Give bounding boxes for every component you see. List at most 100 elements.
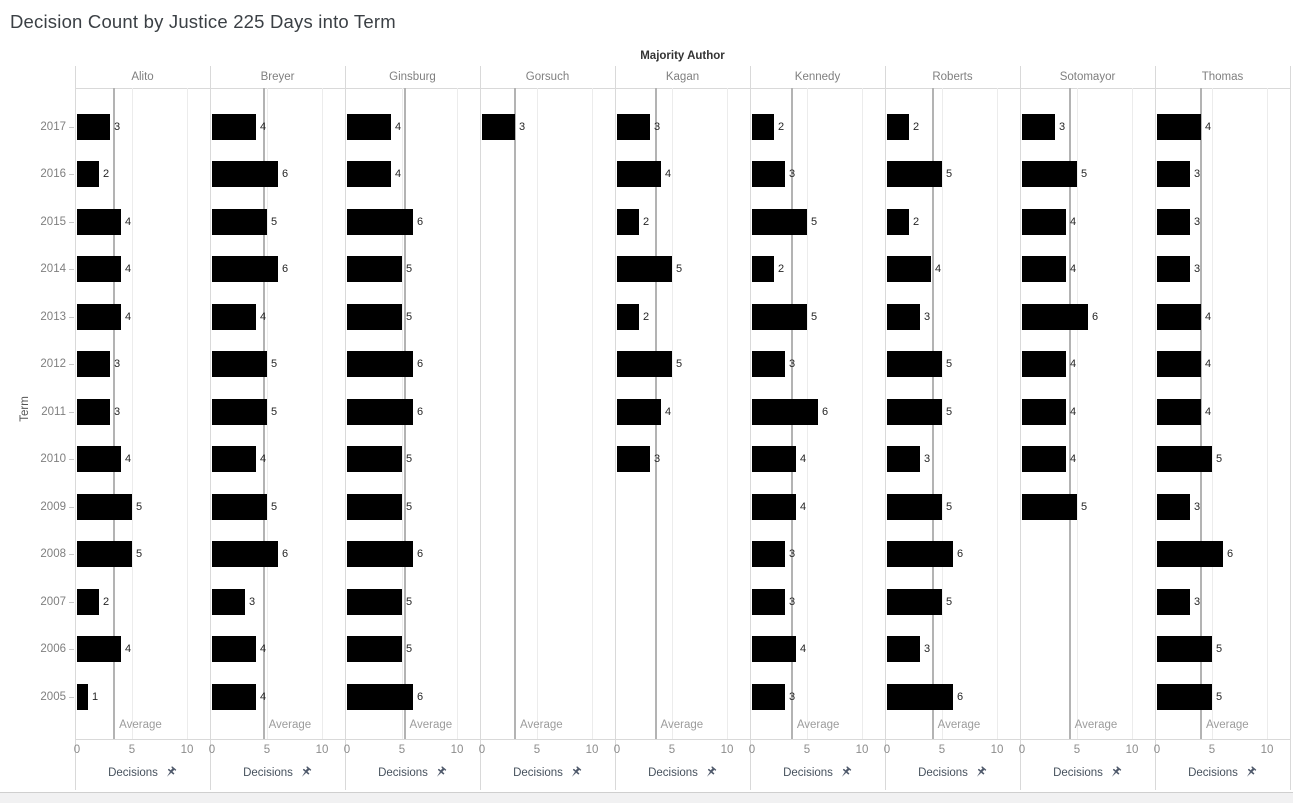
bar-mark[interactable] <box>752 588 785 615</box>
bar-mark[interactable] <box>752 303 807 330</box>
bar-mark[interactable] <box>347 588 402 615</box>
bar-mark[interactable] <box>347 398 413 425</box>
bar-mark[interactable] <box>617 256 672 282</box>
bar-mark[interactable] <box>1157 588 1190 615</box>
bar-mark[interactable] <box>77 208 121 235</box>
bar-mark[interactable] <box>212 446 256 472</box>
facet-header-ginsburg[interactable]: Ginsburg <box>389 71 436 83</box>
term-axis-label[interactable]: 2015 <box>40 215 66 228</box>
facet-header-kagan[interactable]: Kagan <box>665 71 700 83</box>
facet-header-roberts[interactable]: Roberts <box>932 71 973 83</box>
facet-header-gorsuch[interactable]: Gorsuch <box>525 71 570 83</box>
facet-header-sotomayor[interactable]: Sotomayor <box>1059 71 1116 83</box>
bar-mark[interactable] <box>887 683 953 710</box>
bar-mark[interactable] <box>212 351 267 377</box>
bar-mark[interactable] <box>347 161 391 187</box>
bar-mark[interactable] <box>617 208 639 235</box>
bar-mark[interactable] <box>212 636 256 662</box>
bar-mark[interactable] <box>887 113 909 140</box>
bar-mark[interactable] <box>212 113 256 140</box>
bar-mark[interactable] <box>887 256 931 282</box>
bar-mark[interactable] <box>752 493 796 520</box>
bar-mark[interactable] <box>1157 541 1223 567</box>
pushpin-icon[interactable] <box>1108 766 1122 780</box>
bar-mark[interactable] <box>77 446 121 472</box>
bar-mark[interactable] <box>1022 161 1077 187</box>
bar-mark[interactable] <box>1157 398 1201 425</box>
bar-mark[interactable] <box>77 541 132 567</box>
term-axis-label[interactable]: 2011 <box>41 405 66 418</box>
bar-mark[interactable] <box>212 208 267 235</box>
bar-mark[interactable] <box>752 683 785 710</box>
bar-mark[interactable] <box>887 446 920 472</box>
bar-mark[interactable] <box>752 398 818 425</box>
bar-mark[interactable] <box>77 161 99 187</box>
bar-mark[interactable] <box>1022 256 1066 282</box>
bar-mark[interactable] <box>347 351 413 377</box>
pushpin-icon[interactable] <box>1243 766 1257 780</box>
bar-mark[interactable] <box>482 113 515 140</box>
bar-mark[interactable] <box>1157 446 1212 472</box>
term-axis-label[interactable]: 2013 <box>40 310 66 323</box>
term-axis-label[interactable]: 2007 <box>40 595 66 608</box>
bar-mark[interactable] <box>347 636 402 662</box>
bar-mark[interactable] <box>617 303 639 330</box>
bar-mark[interactable] <box>1157 256 1190 282</box>
bar-mark[interactable] <box>212 588 245 615</box>
bar-mark[interactable] <box>1022 398 1066 425</box>
term-axis-label[interactable]: 2009 <box>40 500 66 513</box>
bar-mark[interactable] <box>1157 636 1212 662</box>
bar-mark[interactable] <box>752 256 774 282</box>
bar-mark[interactable] <box>347 446 402 472</box>
bar-mark[interactable] <box>77 683 88 710</box>
bar-mark[interactable] <box>752 541 785 567</box>
bar-mark[interactable] <box>617 398 661 425</box>
term-axis-label[interactable]: 2012 <box>40 358 66 370</box>
bar-mark[interactable] <box>212 161 278 187</box>
bar-mark[interactable] <box>77 588 99 615</box>
bar-mark[interactable] <box>887 161 942 187</box>
bar-mark[interactable] <box>887 636 920 662</box>
horizontal-scrollbar[interactable] <box>0 792 1293 803</box>
bar-mark[interactable] <box>887 588 942 615</box>
bar-mark[interactable] <box>212 256 278 282</box>
bar-mark[interactable] <box>77 256 121 282</box>
bar-mark[interactable] <box>1157 683 1212 710</box>
term-axis-label[interactable]: 2005 <box>40 690 66 703</box>
bar-mark[interactable] <box>752 636 796 662</box>
facet-header-breyer[interactable]: Breyer <box>260 71 295 83</box>
bar-mark[interactable] <box>212 398 267 425</box>
bar-mark[interactable] <box>347 493 402 520</box>
term-axis-label[interactable]: 2016 <box>40 168 66 180</box>
bar-mark[interactable] <box>887 541 953 567</box>
bar-mark[interactable] <box>752 351 785 377</box>
bar-mark[interactable] <box>347 256 402 282</box>
bar-mark[interactable] <box>212 683 256 710</box>
bar-mark[interactable] <box>1022 208 1066 235</box>
bar-mark[interactable] <box>347 208 413 235</box>
term-axis-label[interactable]: 2017 <box>40 120 66 133</box>
bar-mark[interactable] <box>617 351 672 377</box>
bar-mark[interactable] <box>1157 113 1201 140</box>
bar-mark[interactable] <box>77 398 110 425</box>
bar-mark[interactable] <box>77 636 121 662</box>
bar-mark[interactable] <box>212 303 256 330</box>
bar-mark[interactable] <box>347 113 391 140</box>
term-axis-label[interactable]: 2014 <box>40 263 66 275</box>
pushpin-icon[interactable] <box>973 766 987 780</box>
bar-mark[interactable] <box>77 113 110 140</box>
bar-mark[interactable] <box>212 493 267 520</box>
bar-mark[interactable] <box>1022 113 1055 140</box>
bar-mark[interactable] <box>887 208 909 235</box>
bar-mark[interactable] <box>752 446 796 472</box>
bar-mark[interactable] <box>347 541 413 567</box>
bar-mark[interactable] <box>617 446 650 472</box>
pushpin-icon[interactable] <box>433 766 447 780</box>
pushpin-icon[interactable] <box>163 766 177 780</box>
facet-header-alito[interactable]: Alito <box>131 71 154 83</box>
bar-mark[interactable] <box>77 493 132 520</box>
bar-mark[interactable] <box>617 113 650 140</box>
bar-mark[interactable] <box>1022 303 1088 330</box>
term-axis-label[interactable]: 2008 <box>40 548 66 560</box>
bar-mark[interactable] <box>887 303 920 330</box>
